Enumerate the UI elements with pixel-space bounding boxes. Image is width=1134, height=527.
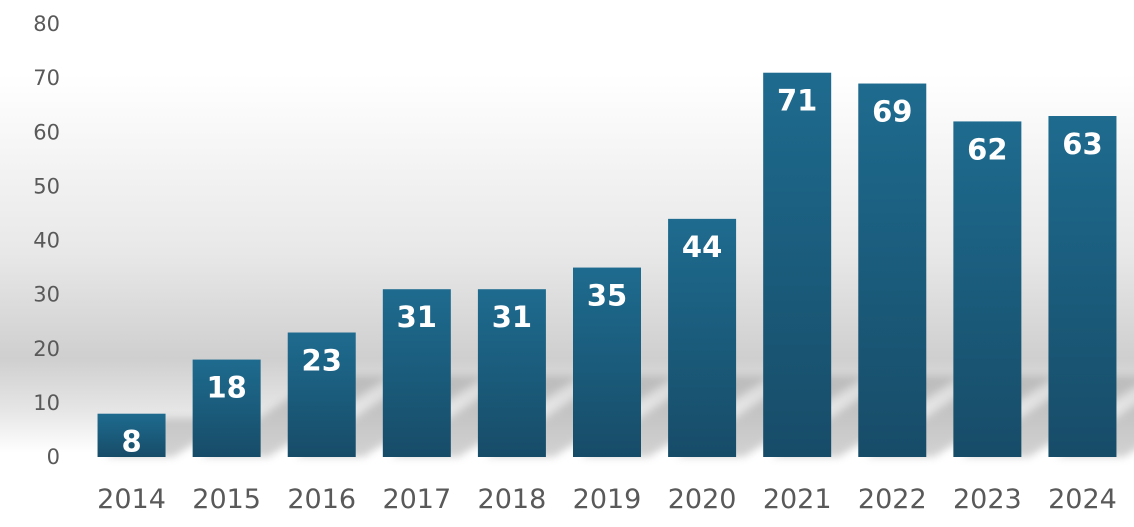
x-tick-label: 2021 (763, 484, 832, 515)
y-tick-label: 50 (33, 174, 60, 198)
bar-2015 (192, 359, 261, 457)
data-label: 31 (397, 300, 437, 334)
data-label: 23 (302, 344, 342, 378)
data-label: 31 (492, 300, 532, 334)
x-tick-label: 2014 (97, 484, 166, 515)
data-label: 63 (1062, 127, 1102, 161)
x-axis: 2014 2015 2016 2017 2018 2019 2020 2021 2022 2023… (97, 484, 1117, 515)
x-tick-label: 2019 (573, 484, 642, 515)
data-label: 18 (206, 371, 246, 405)
bar-2020 (668, 218, 737, 457)
bars-group (97, 72, 1117, 458)
data-label: 62 (967, 132, 1007, 166)
x-tick-label: 2018 (478, 484, 547, 515)
x-tick-label: 2016 (287, 484, 356, 515)
bar-2016 (287, 332, 356, 457)
y-tick-label: 0 (47, 445, 60, 469)
x-tick-label: 2015 (192, 484, 261, 515)
y-axis: 0 10 20 30 40 50 60 70 80 (33, 12, 60, 469)
bar-2024 (1048, 116, 1117, 457)
y-tick-label: 60 (33, 120, 60, 144)
y-tick-label: 30 (33, 283, 60, 307)
bar-2022 (858, 83, 927, 457)
data-label: 71 (777, 84, 817, 118)
y-tick-label: 20 (33, 337, 60, 361)
data-labels: 8 18 23 31 31 35 44 71 69 62 63 (121, 84, 1102, 459)
y-tick-label: 10 (33, 391, 60, 415)
data-label: 69 (872, 95, 912, 129)
y-tick-label: 80 (33, 12, 60, 36)
bar-2019 (573, 267, 641, 457)
x-tick-label: 2017 (382, 484, 451, 515)
x-tick-label: 2022 (858, 484, 927, 515)
bar-2014 (97, 413, 166, 457)
x-tick-label: 2024 (1048, 484, 1117, 515)
bar-2021 (763, 72, 832, 458)
data-label: 8 (121, 425, 141, 459)
bar-2018 (477, 289, 546, 457)
x-tick-label: 2020 (668, 484, 737, 515)
x-tick-label: 2023 (953, 484, 1022, 515)
y-tick-label: 40 (33, 229, 60, 253)
data-label: 44 (682, 230, 722, 264)
bar-2017 (382, 289, 451, 457)
y-tick-label: 70 (33, 66, 60, 90)
data-label: 35 (587, 279, 627, 313)
bar-2023 (953, 121, 1022, 458)
